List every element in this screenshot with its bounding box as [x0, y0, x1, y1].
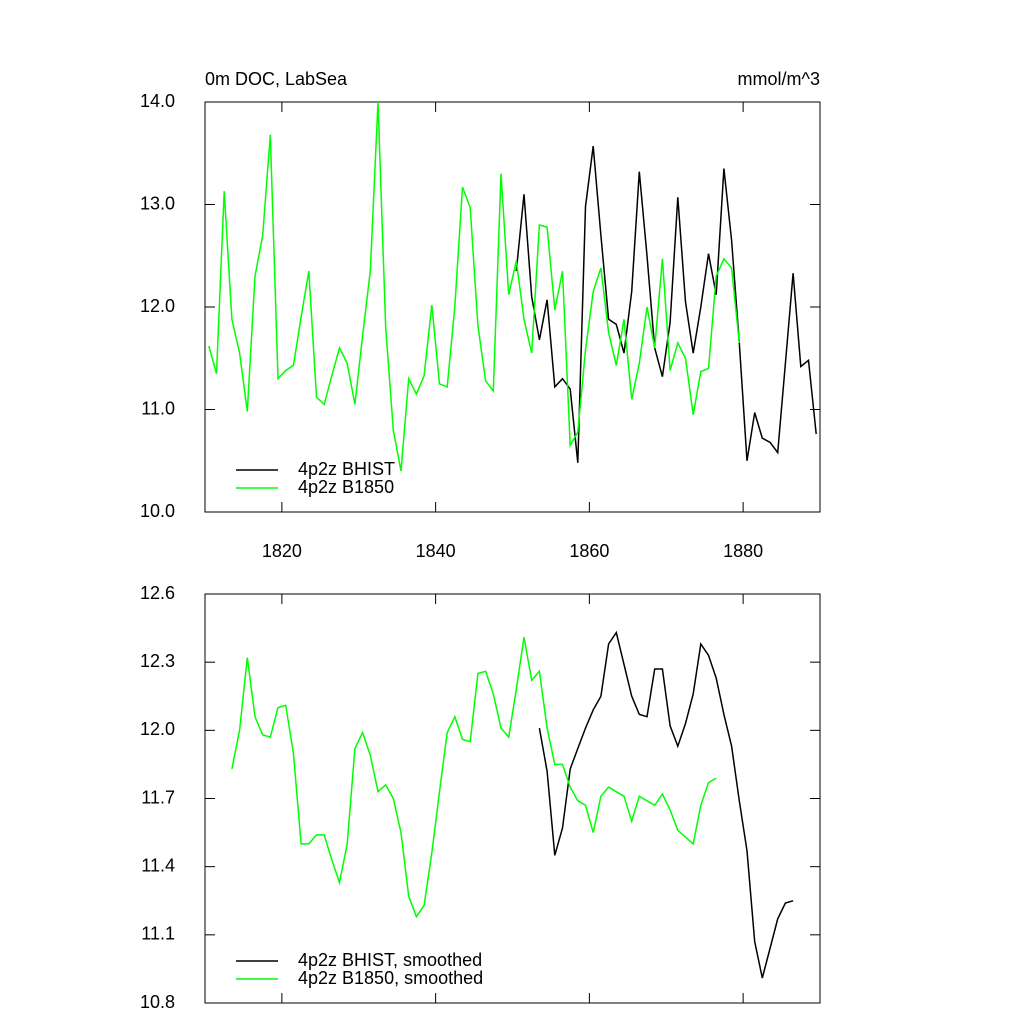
data-line: [231, 637, 717, 919]
y-tick-label: 10.8: [140, 992, 175, 1012]
data-line: [538, 630, 794, 979]
y-tick-label: 14.0: [140, 91, 175, 111]
y-tick-label: 11.7: [141, 787, 175, 807]
legend-label: 4p2z B1850, smoothed: [298, 968, 483, 988]
y-tick-label: 11.0: [141, 398, 175, 418]
legend-label: 4p2z B1850: [298, 477, 394, 497]
x-tick-label: 1820: [262, 541, 302, 561]
y-tick-label: 13.0: [140, 193, 175, 213]
legend-label: 4p2z BHIST, smoothed: [298, 950, 482, 970]
legend-label: 4p2z BHIST: [298, 459, 395, 479]
data-line: [208, 101, 741, 472]
chart-title: 0m DOC, LabSea: [205, 69, 348, 89]
x-tick-label: 1860: [569, 541, 609, 561]
units-label: mmol/m^3: [738, 69, 820, 89]
y-tick-label: 12.0: [140, 296, 175, 316]
y-tick-label: 12.6: [140, 583, 175, 603]
y-tick-label: 10.0: [140, 501, 175, 521]
y-tick-label: 11.4: [141, 855, 175, 875]
y-tick-label: 12.0: [140, 719, 175, 739]
x-tick-label: 1880: [723, 541, 763, 561]
x-tick-label: 1840: [416, 541, 456, 561]
plot-frame: [204, 101, 821, 513]
y-tick-label: 11.1: [141, 924, 175, 944]
data-line: [515, 146, 817, 463]
y-tick-label: 12.3: [140, 651, 175, 671]
